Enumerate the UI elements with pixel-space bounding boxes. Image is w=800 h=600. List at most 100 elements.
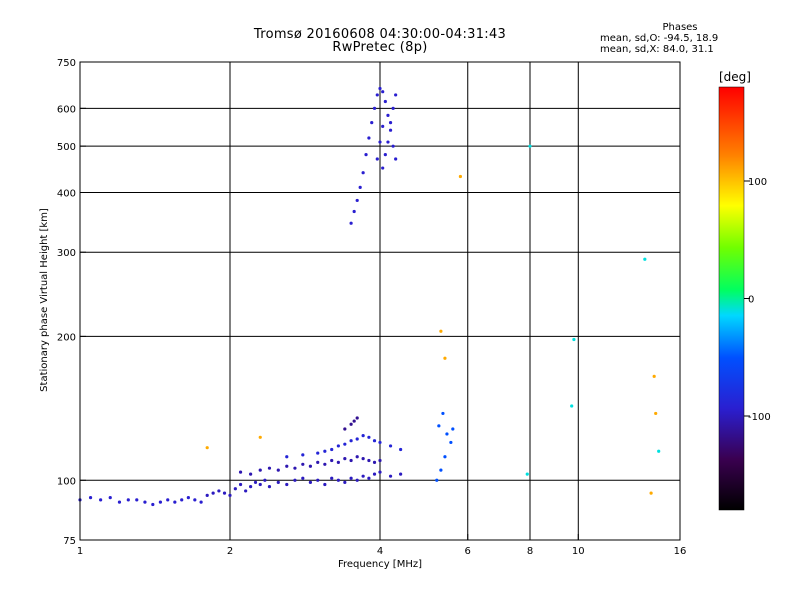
colorbar-ticks: 100 0 -100 [744,177,771,423]
colorbar [718,86,745,511]
data-point [399,447,403,452]
data-point [349,221,353,225]
data-point [381,166,385,170]
data-point [439,329,443,333]
data-point [388,128,393,132]
data-point [263,478,267,482]
data-point [386,140,390,144]
data-point [352,209,356,214]
colorbar-tick-label: 100 [748,177,767,188]
phase-stats-x: mean, sd,X: 84.0, 31.1 [600,44,714,55]
data-points [78,86,661,507]
data-point [285,464,289,468]
data-point [378,470,382,474]
data-point [253,480,258,484]
data-point [228,493,232,497]
data-point [244,489,248,493]
data-point [323,482,327,487]
data-point [205,493,209,497]
data-point [361,171,365,175]
data-point [99,498,103,502]
data-point [135,498,139,502]
data-point [180,498,184,502]
data-point [355,416,359,420]
data-point [657,449,661,453]
data-point [372,472,377,476]
x-axis: 1 2 4 6 8 10 16 [77,534,687,557]
data-point [199,500,203,504]
data-point [370,121,374,125]
data-point [654,411,658,416]
colorbar-label: [deg] [719,70,751,84]
y-tick-label: 75 [63,536,76,547]
data-point [435,478,439,482]
data-point [443,455,447,459]
data-point [336,444,340,448]
data-point [316,451,320,455]
data-point [388,121,393,125]
x-axis-label: Frequency [MHz] [338,559,422,570]
data-point [88,495,93,500]
y-tick-label: 500 [57,142,76,153]
data-point [367,458,371,463]
data-point [378,458,382,463]
data-point [301,462,305,466]
data-point [381,124,385,128]
data-point [449,440,453,445]
data-point [343,427,347,431]
data-point [267,466,272,470]
data-point [308,480,313,484]
data-point [293,478,297,482]
data-point [316,478,320,482]
data-point [652,374,656,378]
data-point [391,144,395,148]
data-point [367,476,371,480]
x-tick-label: 6 [465,546,471,557]
x-tick-label: 2 [227,546,233,557]
data-point [445,432,449,436]
data-point [258,468,262,472]
x-tick-label: 8 [527,546,533,557]
data-point [330,458,334,463]
data-point [166,498,170,502]
data-point [349,439,353,443]
data-point [355,455,359,459]
data-point [258,435,262,439]
data-point [276,480,280,484]
data-point [117,500,122,504]
phase-stats-o: mean, sd,O: -94.5, 18.9 [600,33,719,44]
data-point [355,198,359,203]
data-point [372,460,377,464]
y-tick-label: 100 [57,476,76,487]
data-point [375,157,379,161]
data-point [443,356,447,360]
data-point [361,434,365,438]
x-tick-label: 4 [377,546,383,557]
data-point [649,491,653,495]
data-point [378,86,382,91]
data-point [381,90,385,94]
x-tick-label: 1 [77,546,83,557]
data-point [388,444,393,448]
data-point [394,157,398,161]
data-point [525,472,529,476]
data-point [238,470,243,474]
y-axis: 75 100 200 300 400 500 600 750 [57,58,86,547]
x-tick-label: 16 [674,546,687,557]
data-point [349,422,353,426]
data-point [361,457,365,461]
data-point [108,495,112,500]
data-point [301,476,305,480]
data-point [528,144,532,148]
data-point [258,482,262,487]
data-point [388,474,393,478]
data-point [349,458,353,463]
data-point [217,489,221,493]
data-point [336,478,340,482]
data-point [367,435,371,439]
y-tick-label: 200 [57,332,76,343]
data-point [158,500,163,504]
data-point [343,457,347,461]
data-point [367,136,371,140]
